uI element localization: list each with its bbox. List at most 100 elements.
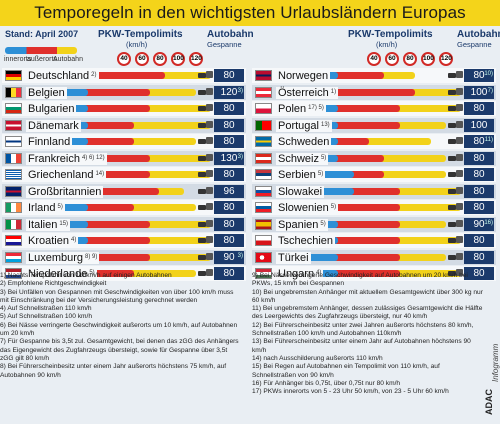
speed-sign-80: 80: [403, 52, 417, 66]
gespanne-footnote: 11): [484, 137, 493, 143]
gespanne-speed: 80: [214, 234, 244, 247]
flag-icon: [5, 185, 22, 197]
adac-logo: ADAC: [484, 389, 494, 415]
country-row: Tschechien 80: [252, 232, 496, 249]
gespanne-speed: 80: [464, 201, 494, 214]
flag-icon: [255, 136, 272, 147]
trailer-icon: [198, 70, 213, 81]
trailer-icon: [448, 202, 463, 213]
legend-ausserorts: außerorts: [27, 56, 57, 63]
trailer-icon: [448, 103, 463, 114]
gespanne-value: 96: [223, 185, 235, 197]
page-title: Temporegeln in den wichtigsten Urlaubslä…: [0, 0, 500, 26]
country-row: Ungarn 4) 80: [252, 265, 496, 282]
gespanne-speed: 80: [214, 267, 244, 280]
gespanne-speed: 80: [464, 184, 494, 198]
gespanne-value: 80: [223, 218, 235, 230]
right-panel: PKW-Tempolimits (km/h) Autobahn Gespanne…: [252, 27, 500, 282]
flag-icon: [255, 268, 272, 279]
footnote: 3) Bei Unfällen von Gespannen mit Geschw…: [0, 288, 234, 304]
gespanne-value: 80: [473, 103, 485, 114]
trailer-icon: [198, 252, 213, 263]
country-row: Polen 17) 5) 80: [252, 100, 496, 117]
tempolimits-header-right: PKW-Tempolimits: [348, 29, 433, 40]
flag-icon: [255, 119, 272, 131]
flag-icon: [255, 169, 272, 180]
trailer-icon: [448, 153, 463, 164]
gespanne-speed: 80: [214, 217, 244, 231]
trailer-icon: [198, 103, 213, 114]
gespanne-speed: 80: [464, 234, 494, 247]
gespanne-value: 100: [470, 119, 488, 131]
country-footnote: 5): [320, 220, 326, 227]
gespanne-speed: 80: [464, 168, 494, 181]
footnotes-right: 9) Bei Nässe verringerte Geschwindigkeit…: [252, 272, 484, 396]
gespanne-speed: 90 3): [214, 250, 244, 264]
gespanne-value: 80: [223, 169, 235, 180]
footnote: 12) Bei Führerscheinbesitz unter zwei Ja…: [252, 321, 474, 338]
gespanne-speed: 80: [464, 102, 494, 115]
country-name: Norwegen: [276, 70, 331, 82]
trailer-icon: [198, 153, 213, 164]
footnote: 7) Für Gespanne bis 3,5t zul. Gesamtgewi…: [0, 338, 239, 362]
country-footnote: 5): [89, 270, 95, 276]
gespanne-footnote: 7): [487, 87, 493, 94]
speed-sign-120: 120: [439, 52, 453, 66]
country-row: Schweden 80 11): [252, 133, 496, 150]
gespanne-speed: 80: [464, 250, 494, 264]
bar-ausserorts: [276, 88, 416, 96]
country-footnote: 5): [317, 171, 324, 177]
country-row: Norwegen 80 10): [252, 67, 496, 84]
gespanne-speed: 80: [214, 135, 244, 148]
footnote: 17) PKWs innerorts von 5 - 23 Uhr 50 km/…: [252, 388, 449, 396]
gespanne-value: 80: [223, 202, 235, 213]
gespanne-speed: 130 3): [214, 151, 244, 165]
gespanne-speed: 120 3): [214, 85, 244, 99]
country-row: Luxemburg 8) 9) 90 3): [2, 249, 246, 266]
country-name: Griechenland 14): [26, 169, 107, 181]
trailer-icon: [198, 268, 213, 279]
footnote: 10) Bei ungebremsten Anhänger mit aktuel…: [252, 288, 483, 304]
flag-icon: [255, 202, 272, 213]
country-footnote: 15): [59, 220, 69, 227]
flag-icon: [5, 70, 22, 81]
trailer-icon: [448, 136, 463, 147]
gespanne-speed: 100 7): [464, 85, 494, 99]
flag-icon: [5, 218, 22, 230]
country-row: Belgien 120 3): [2, 84, 246, 101]
country-row: Frankreich 4) 6) 12) 130 3): [2, 150, 246, 167]
speed-sign-40: 40: [367, 52, 381, 66]
left-rows: Deutschland 2) 80 Belgien 120 3) Bulgarien 80 Dä…: [2, 67, 246, 282]
country-name: Spanien 5): [276, 218, 328, 231]
country-footnote: 13): [320, 121, 330, 128]
footnote: 6) Bei Nässe verringerte Geschwindigkeit…: [0, 321, 238, 338]
country-name: Finnland: [26, 136, 73, 148]
country-row: Dänemark 80: [2, 117, 246, 134]
flag-icon: [5, 152, 22, 164]
flag-icon: [255, 251, 272, 263]
kmh-header-right: (km/h): [376, 40, 398, 49]
right-header: PKW-Tempolimits (km/h) Autobahn Gespanne…: [252, 27, 500, 67]
footnote: 16) Für Anhänger bis 0,75t, über 0,75t n…: [252, 379, 401, 387]
flag-icon: [5, 136, 22, 147]
tempolimits-header: PKW-Tempolimits: [98, 29, 183, 40]
gespanne-speed: 100: [464, 118, 494, 132]
gespanne-speed: 80: [464, 267, 494, 280]
gespanne-value: 80: [223, 136, 235, 147]
gespanne-value: 80: [223, 268, 235, 279]
gespanne-value: 80: [473, 251, 485, 263]
country-name: Schweiz 5): [276, 152, 329, 165]
trailer-icon: [198, 235, 213, 246]
speed-sign-80: 80: [153, 52, 167, 66]
country-footnote: 8) 9): [85, 253, 98, 260]
country-name: Österreich 1): [276, 86, 339, 99]
flag-icon: [255, 185, 272, 197]
flag-icon: [5, 268, 22, 279]
country-row: Kroatien 4) 80: [2, 232, 246, 249]
country-name: Großbritannien: [26, 185, 104, 198]
country-name: Slowakei: [276, 185, 325, 198]
left-header: Stand: April 2007 innerorts außerorts Au…: [2, 27, 254, 67]
country-name: Frankreich 4) 6) 12): [26, 152, 107, 165]
country-row: Slowakei 80: [252, 183, 496, 200]
footnote: 14) nach Ausschilderung außerorts 110 km…: [252, 354, 383, 362]
